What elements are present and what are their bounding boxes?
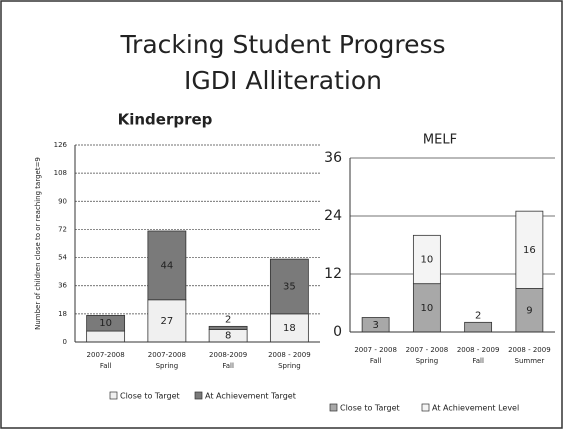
y-tick-label: 54 bbox=[58, 254, 67, 262]
x-tick-label: 2008 - 2009 bbox=[508, 346, 551, 354]
bar-segment bbox=[86, 315, 126, 332]
x-tick-label: Fall bbox=[370, 357, 382, 365]
y-tick-label: 36 bbox=[324, 150, 342, 166]
bar-segment bbox=[86, 330, 126, 343]
data-label: 44 bbox=[161, 260, 174, 271]
y-tick-label: 0 bbox=[333, 324, 342, 340]
chart-title: MELF bbox=[423, 133, 457, 148]
data-label: 18 bbox=[283, 323, 296, 334]
bar-segment bbox=[269, 258, 309, 315]
legend-swatch bbox=[329, 403, 338, 412]
bar-segment bbox=[269, 313, 309, 343]
x-tick-label: 2008-2009 bbox=[209, 351, 247, 359]
bar-segment bbox=[412, 234, 441, 285]
chart-title: Kinderprep bbox=[118, 111, 213, 129]
data-label: 9 bbox=[526, 305, 532, 316]
x-tick-label: Spring bbox=[416, 357, 439, 365]
data-label: 10 bbox=[99, 318, 112, 329]
x-tick-label: 2007 - 2008 bbox=[354, 346, 397, 354]
x-tick-label: Spring bbox=[278, 362, 301, 370]
legend-swatch bbox=[421, 403, 430, 412]
x-tick-label: 2007 - 2008 bbox=[406, 346, 449, 354]
slide-title: Tracking Student Progress bbox=[119, 30, 445, 59]
x-tick-label: Fall bbox=[472, 357, 484, 365]
slide-subtitle: IGDI Alliteration bbox=[184, 66, 382, 95]
legend-label: Close to Target bbox=[340, 404, 400, 413]
y-tick-label: 12 bbox=[324, 266, 342, 282]
legend-label: Close to Target bbox=[120, 392, 180, 401]
x-tick-label: Spring bbox=[156, 362, 179, 370]
bar-segment bbox=[412, 283, 441, 333]
y-tick-label: 24 bbox=[324, 208, 342, 224]
data-label: 35 bbox=[283, 281, 296, 292]
y-tick-label: 72 bbox=[58, 225, 67, 233]
data-label: 8 bbox=[225, 331, 231, 342]
data-label: 2 bbox=[225, 314, 231, 325]
data-label: 10 bbox=[421, 255, 434, 266]
x-tick-label: 2007-2008 bbox=[148, 351, 186, 359]
data-label: 3 bbox=[372, 320, 378, 331]
legend-label: At Achievement Target bbox=[205, 392, 296, 401]
x-tick-label: 2008 - 2009 bbox=[268, 351, 311, 359]
y-tick-label: 90 bbox=[58, 197, 67, 205]
legend-label: At Achievement Level bbox=[432, 404, 519, 413]
data-label: 27 bbox=[161, 316, 174, 327]
bar-segment bbox=[147, 230, 187, 301]
legend-swatch bbox=[109, 391, 118, 400]
x-tick-label: 2007-2008 bbox=[87, 351, 125, 359]
x-tick-label: Summer bbox=[515, 357, 545, 365]
x-tick-label: Fall bbox=[222, 362, 234, 370]
y-tick-label: 108 bbox=[54, 169, 67, 177]
bar-segment bbox=[147, 299, 187, 343]
y-tick-label: 126 bbox=[54, 141, 68, 149]
bar-segment bbox=[515, 210, 544, 289]
y-tick-label: 18 bbox=[58, 310, 67, 318]
y-tick-label: 0 bbox=[63, 338, 67, 346]
data-label: 16 bbox=[523, 245, 536, 256]
data-label: 10 bbox=[421, 303, 434, 314]
data-label: 2 bbox=[475, 310, 481, 321]
x-tick-label: Fall bbox=[100, 362, 112, 370]
bar-segment bbox=[208, 325, 248, 330]
legend-swatch bbox=[194, 391, 203, 400]
x-tick-label: 2008 - 2009 bbox=[457, 346, 500, 354]
bar-segment bbox=[464, 321, 493, 333]
y-axis-label: Number of children close to or reaching … bbox=[34, 157, 42, 330]
y-tick-label: 36 bbox=[58, 282, 67, 290]
